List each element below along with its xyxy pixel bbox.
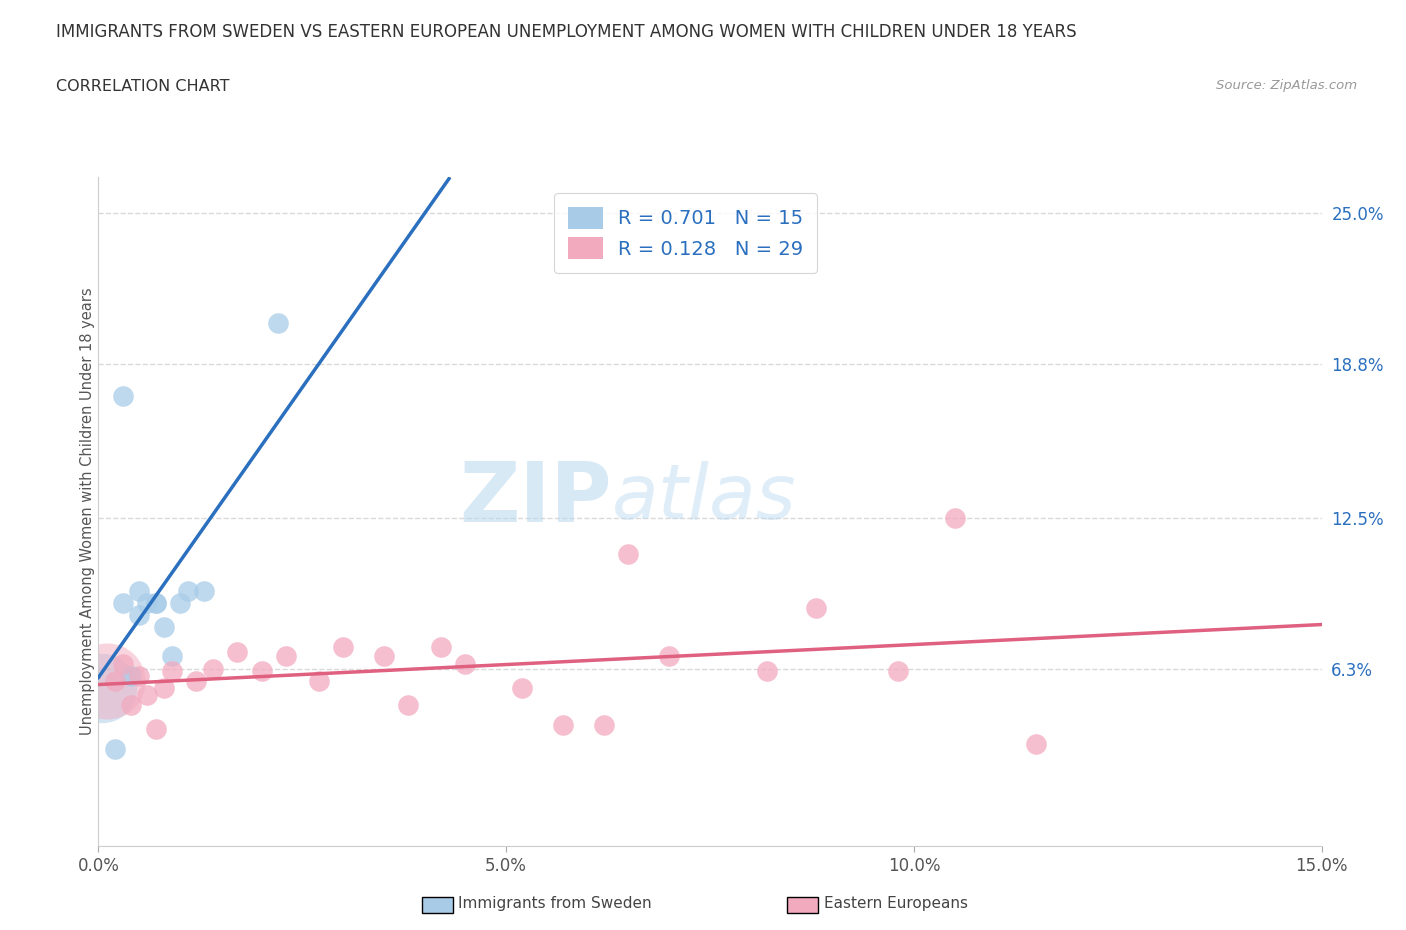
Point [120, 669, 142, 684]
Point [553, 717, 575, 732]
Point [373, 649, 395, 664]
Point [160, 649, 183, 664]
Point [886, 663, 908, 678]
Point [104, 673, 127, 688]
Point [756, 663, 779, 678]
Point [111, 389, 134, 404]
Text: ZIP: ZIP [460, 458, 612, 538]
Point [804, 600, 827, 615]
Point [430, 639, 453, 654]
Point [111, 657, 134, 671]
Legend: R = 0.701   N = 15, R = 0.128   N = 29: R = 0.701 N = 15, R = 0.128 N = 29 [554, 193, 817, 273]
Point [136, 688, 159, 703]
Point [104, 741, 127, 756]
Point [201, 661, 224, 676]
Point [152, 681, 174, 696]
Point [274, 649, 297, 664]
Point [512, 681, 534, 696]
Point [267, 315, 290, 330]
Point [658, 649, 681, 664]
Point [454, 657, 477, 671]
Point [332, 639, 354, 654]
Point [308, 673, 330, 688]
Point [396, 698, 419, 712]
Point [111, 595, 134, 610]
Text: IMMIGRANTS FROM SWEDEN VS EASTERN EUROPEAN UNEMPLOYMENT AMONG WOMEN WITH CHILDRE: IMMIGRANTS FROM SWEDEN VS EASTERN EUROPE… [56, 23, 1077, 41]
Point [250, 663, 273, 678]
Point [136, 595, 159, 610]
Text: Eastern Europeans: Eastern Europeans [824, 897, 967, 911]
Point [593, 717, 616, 732]
Point [1025, 737, 1047, 751]
Point [193, 583, 215, 598]
Point [617, 547, 640, 562]
Point [226, 644, 249, 659]
Point [145, 722, 167, 737]
Point [145, 595, 167, 610]
Point [943, 511, 966, 525]
Point [152, 619, 174, 634]
Point [145, 595, 167, 610]
Point [160, 663, 183, 678]
Point [128, 583, 150, 598]
Point [96, 673, 118, 688]
Point [91, 681, 114, 696]
Point [128, 607, 150, 622]
Text: CORRELATION CHART: CORRELATION CHART [56, 79, 229, 94]
Text: atlas: atlas [612, 461, 797, 535]
Text: Immigrants from Sweden: Immigrants from Sweden [458, 897, 652, 911]
Point [169, 595, 191, 610]
Point [120, 698, 142, 712]
Point [186, 673, 208, 688]
Y-axis label: Unemployment Among Women with Children Under 18 years: Unemployment Among Women with Children U… [80, 287, 94, 736]
Point [128, 669, 150, 684]
Point [177, 583, 200, 598]
Text: Source: ZipAtlas.com: Source: ZipAtlas.com [1216, 79, 1357, 92]
